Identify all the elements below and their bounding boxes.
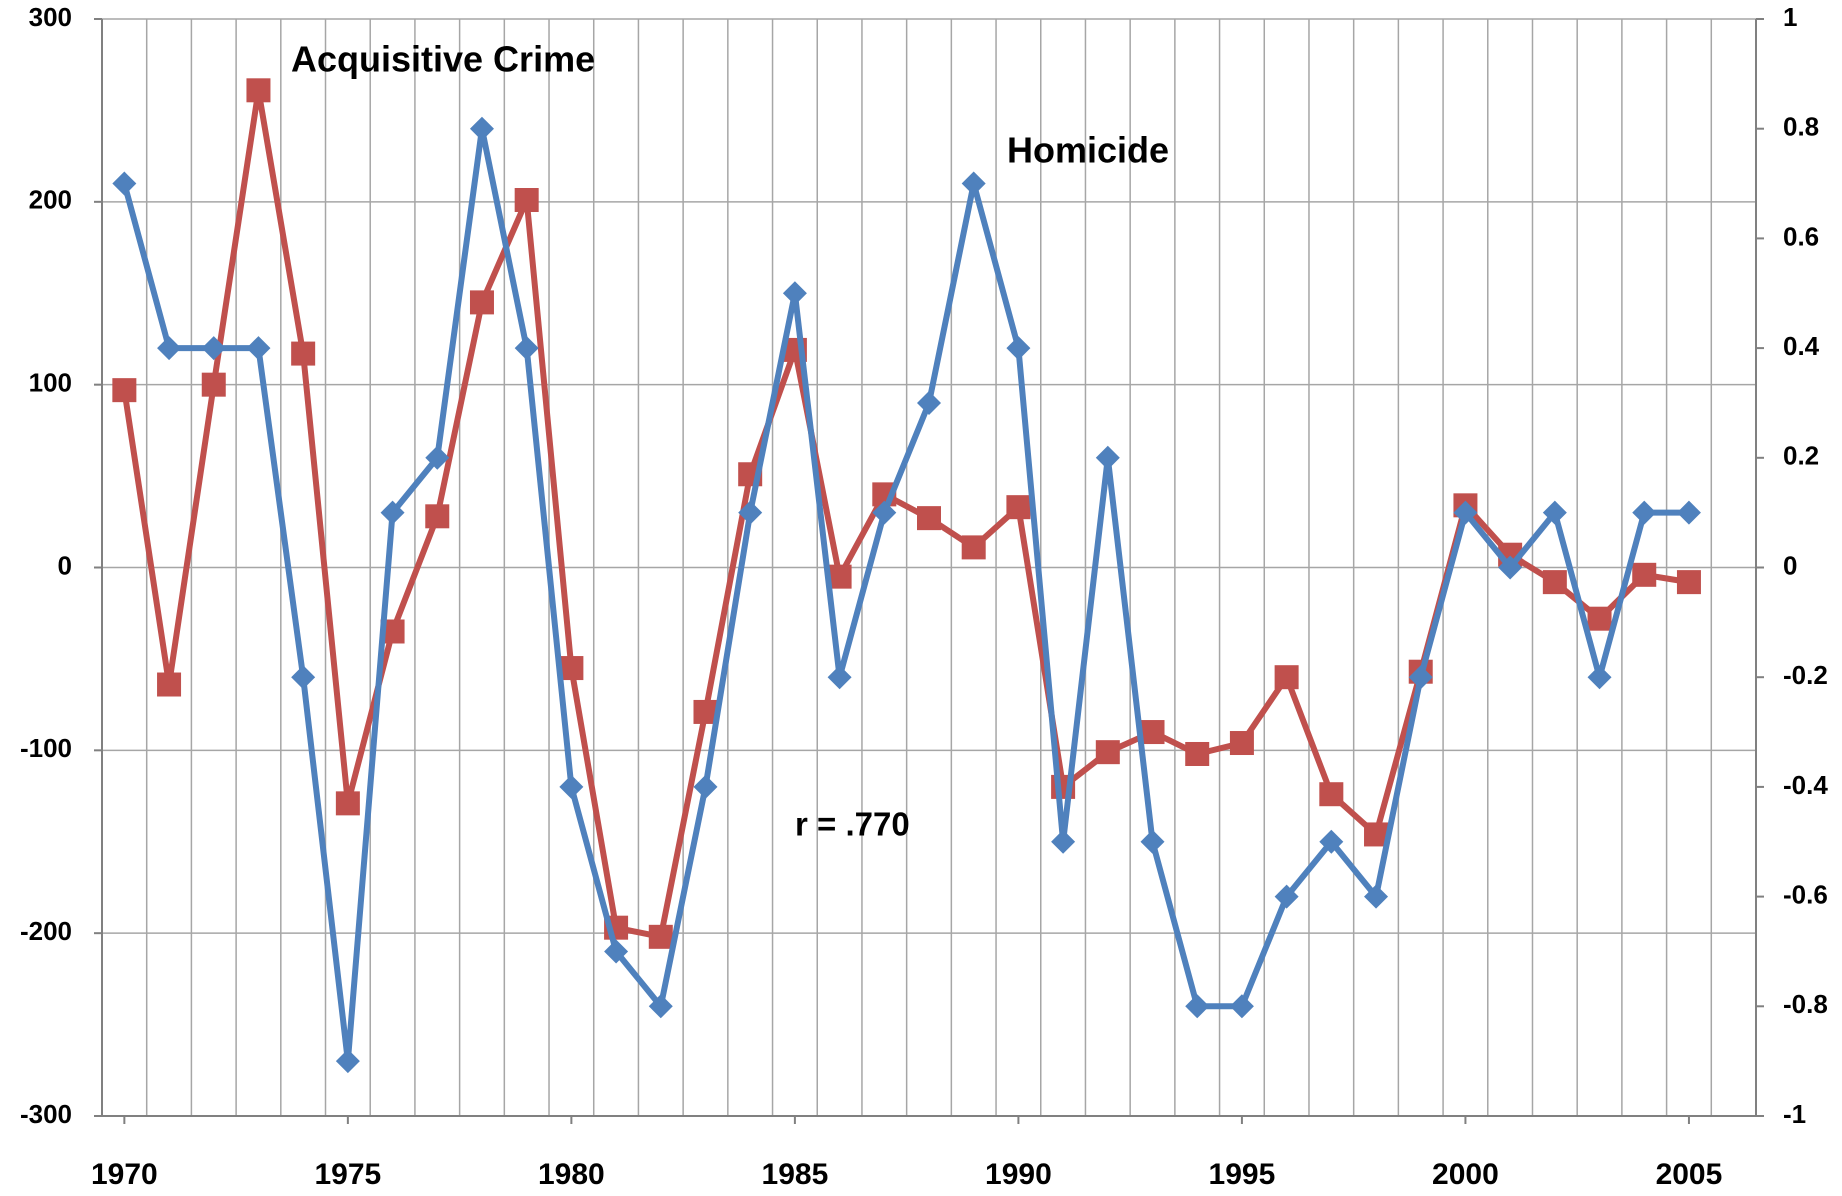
marker-diamond [335,1049,360,1074]
marker-diamond [1676,500,1701,525]
marker-square [246,78,271,103]
marker-square [469,290,494,315]
marker-square [1632,562,1657,587]
marker-diamond [1229,994,1254,1019]
marker-diamond [1185,994,1210,1019]
series-label: Acquisitive Crime [291,39,595,80]
y-tick-label: -300 [20,1099,72,1129]
marker-diamond [559,774,584,799]
y2-tick-label: 0.2 [1783,441,1819,471]
marker-square [1274,665,1299,690]
marker-square [1229,731,1254,756]
y2-tick-label: -0.8 [1783,989,1828,1019]
marker-diamond [380,500,405,525]
marker-square [1676,570,1701,595]
marker-square [157,672,182,697]
x-tick-label: 2000 [1432,1158,1499,1191]
y2-tick-label: -1 [1783,1099,1806,1129]
marker-diamond [201,336,226,361]
marker-square [201,372,226,397]
y2-tick-label: 0.6 [1783,221,1819,251]
y2-tick-label: -0.2 [1783,660,1828,690]
marker-diamond [872,500,897,525]
y2-tick-label: 0 [1783,550,1797,580]
marker-diamond [827,665,852,690]
marker-diamond [917,390,941,415]
marker-diamond [1140,829,1165,854]
marker-square [291,341,316,366]
marker-square [1095,740,1120,765]
marker-diamond [1498,555,1523,580]
marker-diamond [1364,884,1389,909]
marker-square [1319,782,1344,807]
marker-square [1140,720,1165,745]
marker-diamond [648,994,673,1019]
x-tick-label: 1980 [538,1158,605,1191]
y-tick-label: -100 [20,733,72,763]
x-tick-label: 1990 [985,1158,1052,1191]
marker-diamond [1274,884,1299,909]
marker-square [514,188,539,213]
y-tick-label: -200 [20,916,72,946]
marker-diamond [738,500,763,525]
y-tick-label: 200 [29,185,72,215]
y-tick-label: 0 [58,550,72,580]
x-tick-label: 1970 [91,1158,158,1191]
y2-tick-label: -0.6 [1783,879,1828,909]
y-tick-label: 300 [29,2,72,32]
marker-square [335,791,360,816]
marker-square [425,504,450,529]
marker-diamond [782,281,807,306]
marker-diamond [1319,829,1344,854]
x-tick-label: 1985 [762,1158,829,1191]
marker-diamond [1542,500,1567,525]
marker-square [648,924,673,949]
x-tick-label: 2005 [1656,1158,1723,1191]
series-line [121,125,1689,1065]
marker-diamond [961,171,986,196]
y-tick-label: 100 [29,368,72,398]
marker-diamond [1051,829,1076,854]
x-tick-label: 1995 [1209,1158,1276,1191]
marker-diamond [469,116,494,141]
marker-square [1006,495,1031,520]
marker-diamond [1453,500,1478,525]
marker-diamond [1587,665,1612,690]
marker-diamond [604,939,629,964]
marker-square [1542,570,1567,595]
y2-tick-label: 0.4 [1783,331,1820,361]
marker-diamond [425,445,450,470]
marker-diamond [1006,336,1031,361]
marker-square [112,378,137,403]
marker-square [917,506,941,531]
y2-tick-label: -0.4 [1783,770,1828,800]
y2-tick-label: 0.8 [1783,112,1819,142]
marker-diamond [246,336,271,361]
marker-diamond [1408,665,1433,690]
marker-diamond [291,665,316,690]
marker-diamond [693,774,718,799]
marker-square [961,535,986,560]
marker-diamond [514,336,539,361]
marker-diamond [1632,500,1657,525]
marker-diamond [112,171,137,196]
y2-tick-label: 1 [1783,2,1797,32]
marker-square [1587,606,1612,631]
marker-diamond [1095,445,1120,470]
x-tick-label: 1975 [314,1158,381,1191]
series-label: Homicide [1007,130,1169,171]
annotation: r = .770 [795,806,910,843]
marker-square [559,656,584,681]
marker-square [1185,741,1210,766]
marker-diamond [157,336,182,361]
